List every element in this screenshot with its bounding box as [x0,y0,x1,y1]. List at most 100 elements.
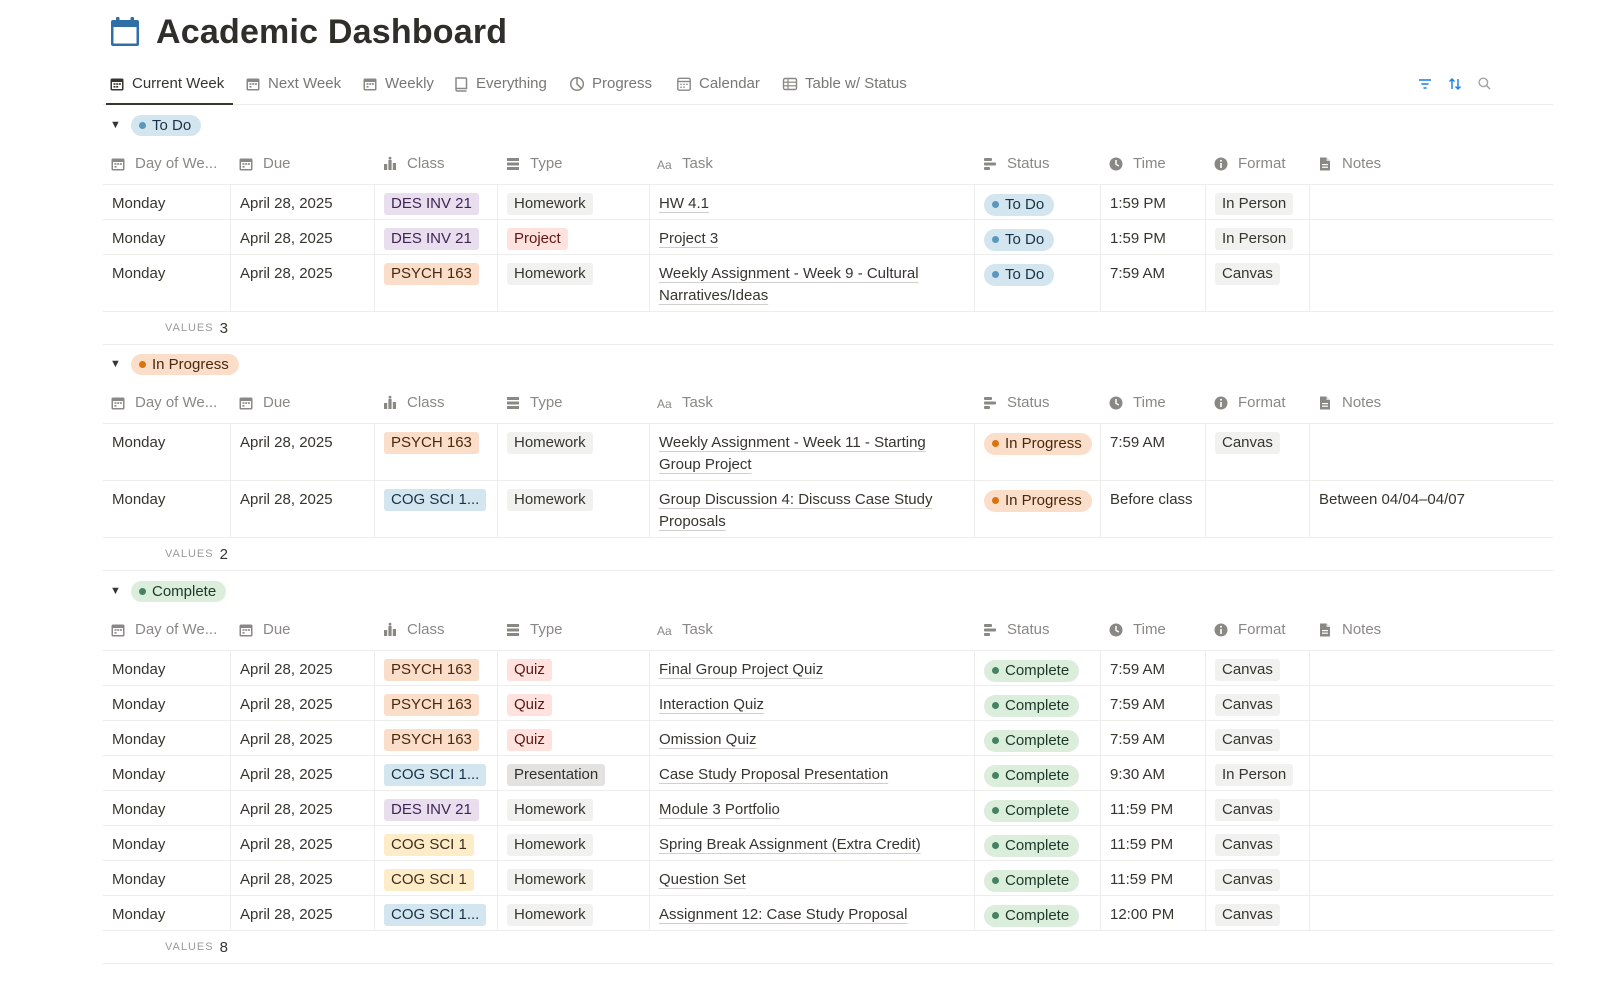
tab-next-week[interactable]: Next Week [245,64,341,103]
cell-class[interactable]: PSYCH 163 [375,255,498,311]
cell-time[interactable]: 7:59 AM [1101,686,1206,720]
column-header-time[interactable]: Time [1108,382,1203,423]
cell-due[interactable]: April 28, 2025 [231,791,375,825]
column-header-due[interactable]: Due [238,609,372,650]
caret-down-icon[interactable]: ▼ [110,358,121,370]
cell-due[interactable]: April 28, 2025 [231,861,375,895]
cell-type[interactable]: Project [498,220,650,254]
table-row[interactable]: Monday April 28, 2025 DES INV 21 Homework HW… [103,185,1553,220]
column-header-type[interactable]: Type [505,609,647,650]
column-header-status[interactable]: Status [982,609,1098,650]
cell-due[interactable]: April 28, 2025 [231,185,375,219]
cell-format[interactable]: Canvas [1206,861,1310,895]
tab-weekly[interactable]: Weekly [362,64,434,103]
column-header-notes[interactable]: Notes [1317,143,1550,184]
table-row[interactable]: Monday April 28, 2025 PSYCH 163 Quiz Final G… [103,651,1553,686]
cell-type[interactable]: Homework [498,896,650,930]
cell-notes[interactable] [1310,896,1553,930]
caret-down-icon[interactable]: ▼ [110,119,121,131]
cell-notes[interactable] [1310,651,1553,685]
sort-icon[interactable] [1446,75,1463,92]
column-header-format[interactable]: Format [1213,382,1307,423]
cell-format[interactable] [1206,481,1310,537]
column-header-due[interactable]: Due [238,143,372,184]
caret-down-icon[interactable]: ▼ [110,585,121,597]
column-header-due[interactable]: Due [238,382,372,423]
table-row[interactable]: Monday April 28, 2025 PSYCH 163 Homework Wee… [103,424,1553,481]
cell-class[interactable]: COG SCI 1... [375,756,498,790]
cell-due[interactable]: April 28, 2025 [231,424,375,480]
cell-task[interactable]: Weekly Assignment - Week 9 - Cultural Na… [650,255,975,311]
cell-format[interactable]: Canvas [1206,826,1310,860]
cell-time[interactable]: 9:30 AM [1101,756,1206,790]
column-header-class[interactable]: Class [382,382,495,423]
cell-notes[interactable] [1310,826,1553,860]
cell-time[interactable]: 7:59 AM [1101,255,1206,311]
cell-time[interactable]: 11:59 PM [1101,861,1206,895]
tab-everything[interactable]: Everything [453,64,547,103]
cell-class[interactable]: COG SCI 1 [375,861,498,895]
cell-due[interactable]: April 28, 2025 [231,255,375,311]
cell-class[interactable]: PSYCH 163 [375,721,498,755]
cell-class[interactable]: PSYCH 163 [375,651,498,685]
column-header-status[interactable]: Status [982,143,1098,184]
cell-task[interactable]: Weekly Assignment - Week 11 - Starting G… [650,424,975,480]
group-status-badge[interactable]: In Progress [131,353,239,375]
cell-status[interactable]: Complete [975,826,1101,860]
column-header-task[interactable]: Aa Task [657,609,972,650]
cell-time[interactable]: 11:59 PM [1101,826,1206,860]
cell-day[interactable]: Monday [103,481,231,537]
cell-day[interactable]: Monday [103,896,231,930]
cell-class[interactable]: DES INV 21 [375,220,498,254]
cell-day[interactable]: Monday [103,255,231,311]
cell-time[interactable]: Before class [1101,481,1206,537]
cell-class[interactable]: PSYCH 163 [375,686,498,720]
cell-task[interactable]: Assignment 12: Case Study Proposal [650,896,975,930]
table-row[interactable]: Monday April 28, 2025 COG SCI 1... Homework… [103,481,1553,538]
cell-notes[interactable] [1310,861,1553,895]
cell-type[interactable]: Homework [498,255,650,311]
cell-status[interactable]: To Do [975,255,1101,311]
cell-format[interactable]: Canvas [1206,721,1310,755]
cell-day[interactable]: Monday [103,220,231,254]
table-row[interactable]: Monday April 28, 2025 COG SCI 1... Presenta… [103,756,1553,791]
tab-calendar[interactable]: Calendar [676,64,760,103]
table-row[interactable]: Monday April 28, 2025 PSYCH 163 Quiz Omissio… [103,721,1553,756]
cell-notes[interactable] [1310,686,1553,720]
cell-task[interactable]: Omission Quiz [650,721,975,755]
cell-type[interactable]: Homework [498,791,650,825]
cell-task[interactable]: Project 3 [650,220,975,254]
cell-notes[interactable] [1310,255,1553,311]
cell-day[interactable]: Monday [103,721,231,755]
table-row[interactable]: Monday April 28, 2025 PSYCH 163 Homework Wee… [103,255,1553,312]
cell-format[interactable]: Canvas [1206,424,1310,480]
cell-format[interactable]: Canvas [1206,896,1310,930]
search-icon[interactable] [1476,75,1493,92]
cell-day[interactable]: Monday [103,826,231,860]
cell-type[interactable]: Homework [498,826,650,860]
column-header-day[interactable]: Day of We... [110,609,228,650]
table-row[interactable]: Monday April 28, 2025 COG SCI 1 Homework Spr… [103,826,1553,861]
column-header-class[interactable]: Class [382,609,495,650]
cell-time[interactable]: 1:59 PM [1101,220,1206,254]
cell-task[interactable]: Interaction Quiz [650,686,975,720]
cell-due[interactable]: April 28, 2025 [231,756,375,790]
cell-type[interactable]: Homework [498,424,650,480]
cell-status[interactable]: In Progress [975,424,1101,480]
cell-type[interactable]: Quiz [498,686,650,720]
cell-due[interactable]: April 28, 2025 [231,481,375,537]
cell-status[interactable]: Complete [975,721,1101,755]
column-header-day[interactable]: Day of We... [110,382,228,423]
cell-class[interactable]: PSYCH 163 [375,424,498,480]
cell-format[interactable]: Canvas [1206,791,1310,825]
cell-notes[interactable] [1310,185,1553,219]
cell-status[interactable]: Complete [975,861,1101,895]
column-header-class[interactable]: Class [382,143,495,184]
cell-day[interactable]: Monday [103,686,231,720]
cell-time[interactable]: 7:59 AM [1101,651,1206,685]
cell-time[interactable]: 12:00 PM [1101,896,1206,930]
group-status-badge[interactable]: To Do [131,114,202,136]
table-row[interactable]: Monday April 28, 2025 DES INV 21 Project Pro… [103,220,1553,255]
column-header-notes[interactable]: Notes [1317,382,1550,423]
cell-status[interactable]: In Progress [975,481,1101,537]
